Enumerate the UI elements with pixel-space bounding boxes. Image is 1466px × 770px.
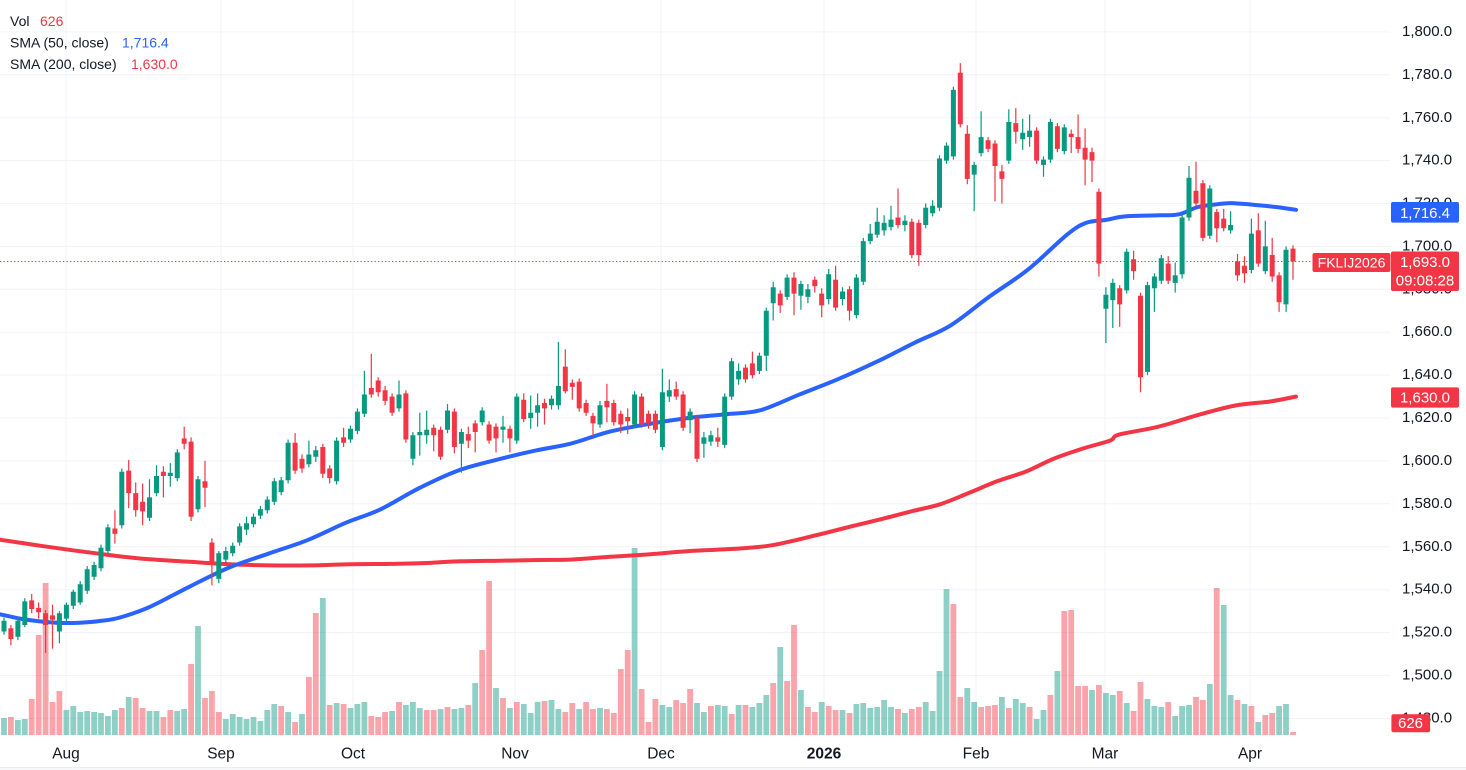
svg-text:1,630.0: 1,630.0 — [1400, 389, 1450, 406]
svg-text:1,780.0: 1,780.0 — [1402, 66, 1452, 83]
svg-text:09:08:28: 09:08:28 — [1396, 273, 1454, 290]
svg-text:1,620.0: 1,620.0 — [1402, 409, 1452, 426]
svg-text:1,700.0: 1,700.0 — [1402, 237, 1452, 254]
svg-text:1,640.0: 1,640.0 — [1402, 366, 1452, 383]
svg-text:SMA (200, close): SMA (200, close) — [10, 56, 117, 72]
svg-text:2026: 2026 — [807, 746, 842, 763]
svg-text:1,693.0: 1,693.0 — [1400, 254, 1450, 271]
svg-text:1,760.0: 1,760.0 — [1402, 109, 1452, 126]
svg-text:1,660.0: 1,660.0 — [1402, 323, 1452, 340]
svg-text:FKLIJ2026: FKLIJ2026 — [1318, 254, 1386, 270]
svg-text:626: 626 — [40, 13, 64, 29]
svg-text:1,540.0: 1,540.0 — [1402, 581, 1452, 598]
svg-text:1,800.0: 1,800.0 — [1402, 23, 1452, 40]
svg-text:Feb: Feb — [963, 746, 990, 763]
svg-text:1,630.0: 1,630.0 — [131, 56, 178, 72]
svg-text:Mar: Mar — [1092, 746, 1119, 763]
svg-text:Apr: Apr — [1238, 746, 1262, 763]
svg-text:Nov: Nov — [501, 746, 529, 763]
svg-text:Oct: Oct — [341, 746, 366, 763]
svg-text:Sep: Sep — [207, 746, 235, 763]
svg-text:1,740.0: 1,740.0 — [1402, 152, 1452, 169]
svg-text:1,560.0: 1,560.0 — [1402, 538, 1452, 555]
svg-text:1,600.0: 1,600.0 — [1402, 452, 1452, 469]
svg-text:1,520.0: 1,520.0 — [1402, 624, 1452, 641]
svg-text:Vol: Vol — [10, 13, 29, 29]
svg-text:1,580.0: 1,580.0 — [1402, 495, 1452, 512]
svg-text:Aug: Aug — [52, 746, 80, 763]
svg-text:SMA (50, close): SMA (50, close) — [10, 35, 109, 51]
svg-text:1,716.4: 1,716.4 — [1400, 205, 1450, 222]
svg-text:Dec: Dec — [647, 746, 675, 763]
svg-text:1,716.4: 1,716.4 — [122, 35, 169, 51]
svg-text:626: 626 — [1398, 715, 1423, 732]
svg-text:1,500.0: 1,500.0 — [1402, 667, 1452, 684]
